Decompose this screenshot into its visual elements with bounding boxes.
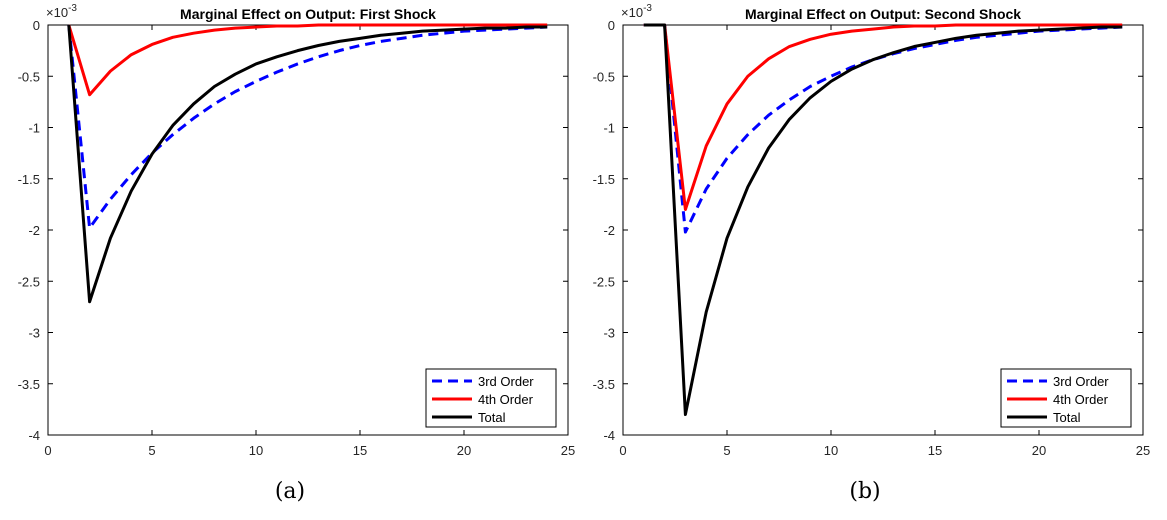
chart-title: Marginal Effect on Output: Second Shock bbox=[745, 6, 1021, 22]
legend-label: Total bbox=[1053, 410, 1081, 425]
y-tick-label: -1.5 bbox=[18, 172, 40, 187]
y-tick-label: -1 bbox=[603, 121, 615, 136]
x-tick-label: 10 bbox=[824, 443, 838, 458]
series-line-total bbox=[67, 24, 548, 304]
y-tick-label: -1.5 bbox=[593, 172, 615, 187]
x-tick-label: 25 bbox=[561, 443, 575, 458]
chart-panel-first-shock: 0 5 10 15 20 25 0 -0.5 -1 -1.5 -2 -2.5 -3 -3.5 -4 ×10-3… bbox=[18, 3, 576, 504]
y-tick-label: -2.5 bbox=[18, 274, 40, 289]
y-tick-label: -1 bbox=[28, 121, 40, 136]
legend: 3rd Order 4th Order Total bbox=[1000, 368, 1132, 428]
x-tick-label: 15 bbox=[353, 443, 367, 458]
panel-caption: (b) bbox=[849, 479, 880, 504]
series-line-3rd-order bbox=[67, 24, 548, 230]
panel-caption: (a) bbox=[275, 479, 305, 504]
series-lines bbox=[67, 23, 548, 304]
y-tick-label: -0.5 bbox=[593, 69, 615, 84]
y-tick-label: -3 bbox=[603, 326, 615, 341]
x-tick-label: 20 bbox=[457, 443, 471, 458]
y-tick-label: -3.5 bbox=[18, 377, 40, 392]
y-tick-label: 0 bbox=[608, 18, 615, 33]
x-tick-label: 20 bbox=[1032, 443, 1046, 458]
y-tick-label: -0.5 bbox=[18, 69, 40, 84]
y-tick-label: -2 bbox=[603, 223, 615, 238]
x-tick-label: 0 bbox=[44, 443, 51, 458]
x-tick-label: 25 bbox=[1136, 443, 1150, 458]
legend: 3rd Order 4th Order Total bbox=[425, 368, 557, 428]
x-tick-label: 0 bbox=[619, 443, 626, 458]
chart-panel-second-shock: 0 5 10 15 20 25 0 -0.5 -1 -1.5 -2 -2.5 -3 -3.5 -4 ×10-3… bbox=[593, 3, 1151, 504]
series-lines bbox=[643, 23, 1123, 416]
series-line-4th-order bbox=[67, 23, 548, 97]
plot-area bbox=[622, 24, 1144, 436]
axis-exponent-label: ×10-3 bbox=[46, 3, 77, 20]
x-tick-label: 15 bbox=[928, 443, 942, 458]
y-tick-label: -2 bbox=[28, 223, 40, 238]
y-tick-label: -3 bbox=[28, 326, 40, 341]
y-tick-label: -4 bbox=[28, 428, 40, 443]
y-tick-label: 0 bbox=[33, 18, 40, 33]
legend-label: 3rd Order bbox=[1053, 374, 1109, 389]
series-line-total bbox=[643, 23, 1123, 416]
axis-exponent-label: ×10-3 bbox=[621, 3, 652, 20]
legend-label: 4th Order bbox=[478, 392, 534, 407]
chart-title: Marginal Effect on Output: First Shock bbox=[180, 6, 436, 22]
series-line-4th-order bbox=[643, 23, 1123, 211]
y-tick-label: -2.5 bbox=[593, 274, 615, 289]
y-tick-label: -3.5 bbox=[593, 377, 615, 392]
legend-label: Total bbox=[478, 410, 506, 425]
legend-label: 4th Order bbox=[1053, 392, 1109, 407]
x-tick-label: 5 bbox=[723, 443, 730, 458]
y-tick-label: -4 bbox=[603, 428, 615, 443]
x-tick-label: 10 bbox=[249, 443, 263, 458]
x-tick-label: 5 bbox=[148, 443, 155, 458]
plot-area bbox=[47, 24, 569, 436]
legend-label: 3rd Order bbox=[478, 374, 534, 389]
